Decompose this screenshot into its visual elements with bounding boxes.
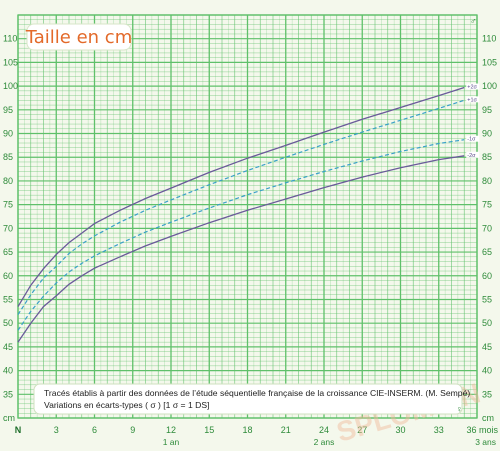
y-tick-label-left: 80 xyxy=(3,176,13,186)
y-tick-label-left: 85 xyxy=(3,152,13,162)
y-tick-label-right: 80 xyxy=(482,176,492,186)
x-tick-label: 3 xyxy=(54,425,59,435)
x-sub-label: 1 an xyxy=(163,437,180,447)
x-tick-label: 12 xyxy=(166,425,176,435)
y-tick-label-left: 110 xyxy=(3,34,17,44)
y-tick-label-left: 45 xyxy=(3,342,13,352)
y-tick-label-right: 75 xyxy=(482,200,492,210)
note-box: Tracés établis à partir des données de l… xyxy=(34,384,470,414)
title-box: Taille en cm xyxy=(25,24,132,50)
y-tick-label-right: 55 xyxy=(482,294,492,304)
y-tick-label-right: 65 xyxy=(482,247,492,257)
y-tick-label-right: 105 xyxy=(482,57,497,67)
series-label-3: -2σ xyxy=(467,153,476,159)
male-symbol: ♂ xyxy=(470,16,477,26)
y-tick-label-left: 90 xyxy=(3,129,13,139)
y-tick-label-left: 75 xyxy=(3,200,13,210)
female-symbol: ♀ xyxy=(456,404,463,414)
y-tick-label-right: 45 xyxy=(482,342,492,352)
y-tick-label-left: 35 xyxy=(3,389,13,399)
y-tick-label-left: 65 xyxy=(3,247,13,257)
y-tick-label-left: 60 xyxy=(3,271,13,281)
y-tick-label-right: 50 xyxy=(482,318,492,328)
x-end-label: 36 mois xyxy=(466,425,498,435)
x-tick-label: 24 xyxy=(319,425,329,435)
y-tick-label-right: 95 xyxy=(482,105,492,115)
series-label-1: +1σ xyxy=(467,97,477,103)
x-tick-label: 15 xyxy=(204,425,214,435)
x-sub-label: 3 ans xyxy=(475,437,496,447)
y-tick-label-right: 85 xyxy=(482,152,492,162)
x-tick-label: 33 xyxy=(434,425,444,435)
y-tick-label-left: 70 xyxy=(3,223,13,233)
x-sub-label: 2 ans xyxy=(314,437,335,447)
x-tick-label: 9 xyxy=(130,425,135,435)
series-label-0: +2σ xyxy=(467,85,477,91)
x-tick-label: 18 xyxy=(242,425,252,435)
y-tick-label-left: 100 xyxy=(3,81,18,91)
y-tick-label-left: 105 xyxy=(3,57,18,67)
y-tick-label-left: 40 xyxy=(3,366,13,376)
y-tick-label-right: 110 xyxy=(482,34,496,44)
y-tick-label-left: 55 xyxy=(3,294,13,304)
note-line-1: Tracés établis à partir des données de l… xyxy=(44,388,470,398)
y-tick-label-right: 100 xyxy=(482,81,497,91)
y-tick-label-left: 50 xyxy=(3,318,13,328)
chart-title: Taille en cm xyxy=(25,27,132,48)
x-tick-label: 6 xyxy=(92,425,97,435)
y-unit-left: cm xyxy=(3,413,15,423)
note-line-2: Variations en écarts-types ( σ ) [1 σ = … xyxy=(44,400,209,410)
y-tick-label-right: 90 xyxy=(482,129,492,139)
x-start-label: N xyxy=(15,425,22,435)
y-unit-right: cm xyxy=(482,413,494,423)
y-tick-label-right: 70 xyxy=(482,223,492,233)
y-tick-label-right: 40 xyxy=(482,366,492,376)
x-tick-label: 21 xyxy=(281,425,291,435)
y-tick-label-left: 95 xyxy=(3,105,13,115)
y-tick-label-right: 60 xyxy=(482,271,492,281)
series-label-2: -1σ xyxy=(467,137,476,143)
y-tick-label-right: 35 xyxy=(482,389,492,399)
